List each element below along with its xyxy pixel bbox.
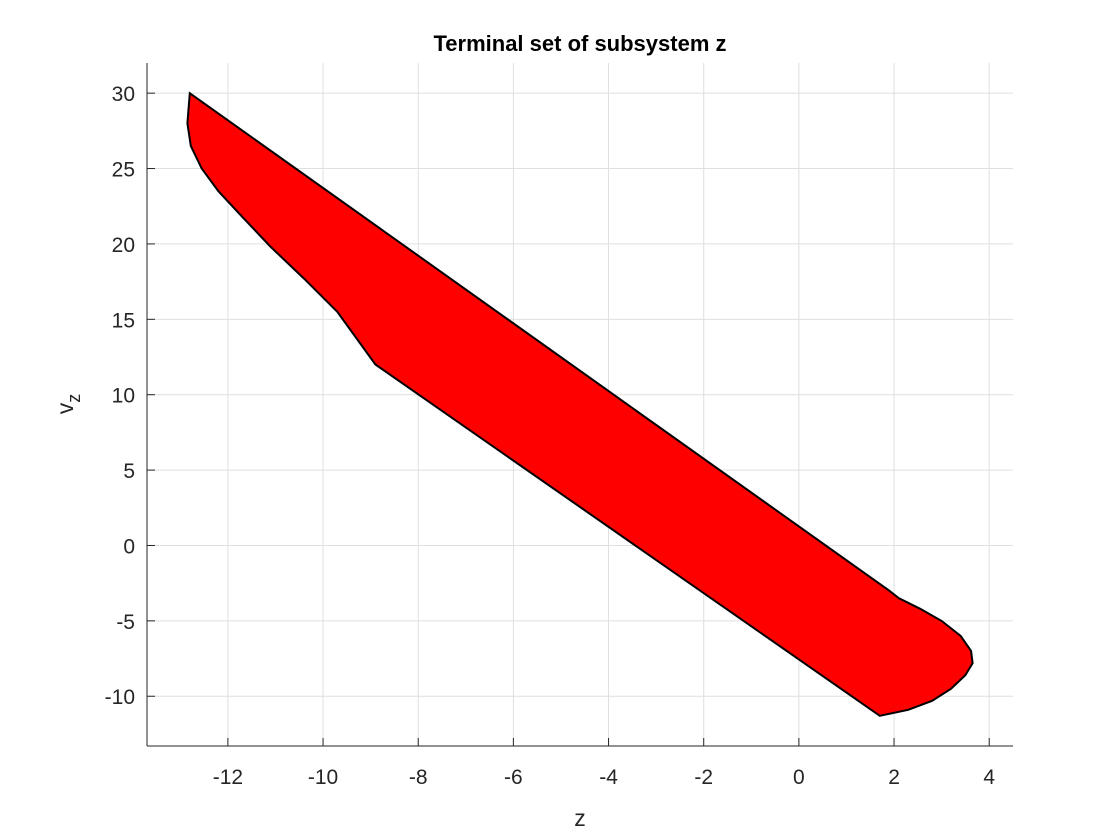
svg-text:vz: vz: [52, 394, 84, 415]
y-tick-label-0: -10: [105, 686, 135, 709]
y-tick-label-1: -5: [116, 611, 135, 634]
terminal-set-region: [186, 91, 974, 717]
y-axis-label-main: v: [52, 402, 78, 414]
x-tick-label-5: -2: [694, 766, 713, 789]
y-tick-label-3: 5: [123, 460, 135, 483]
x-ticks: -12 -10 -8 -6 -4 -2 0 2 4: [213, 738, 995, 789]
y-axis-label: vz: [52, 394, 84, 415]
y-tick-label-8: 30: [112, 83, 135, 106]
y-axis-label-subscript: z: [64, 394, 84, 403]
y-ticks: -10 -5 0 5 10 15 20 25 30: [105, 83, 155, 709]
y-tick-label-7: 25: [112, 159, 135, 182]
x-tick-label-2: -8: [409, 766, 428, 789]
x-tick-label-8: 4: [983, 766, 995, 789]
x-tick-label-7: 2: [888, 766, 900, 789]
x-axis-label: z: [574, 805, 586, 831]
x-tick-label-0: -12: [213, 766, 243, 789]
y-tick-label-2: 0: [123, 535, 135, 558]
chart-title: Terminal set of subsystem z: [433, 31, 726, 56]
y-tick-label-4: 10: [112, 385, 135, 408]
y-tick-label-6: 20: [112, 234, 135, 257]
x-tick-label-1: -10: [308, 766, 338, 789]
y-tick-label-5: 15: [112, 309, 135, 332]
x-tick-label-6: 0: [793, 766, 805, 789]
x-tick-label-4: -4: [599, 766, 618, 789]
x-tick-label-3: -6: [504, 766, 523, 789]
